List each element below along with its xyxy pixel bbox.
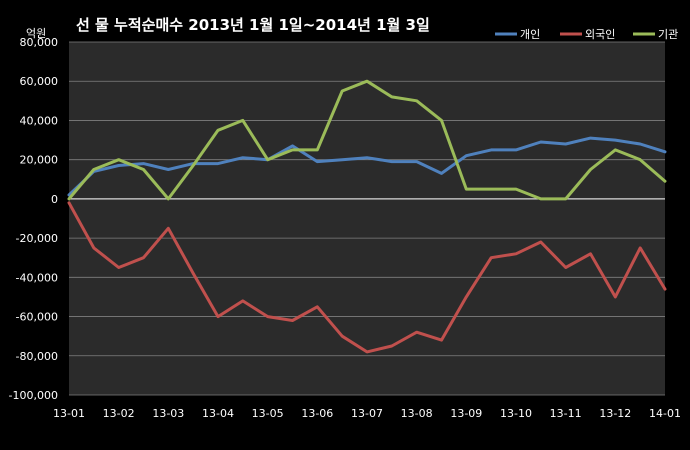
- y-tick-labels: -100,000 -80,000 -60,000 -40,000 -20,000 0 20,…: [9, 36, 58, 402]
- x-tick-labels: 13-01 13-02 13-03 13-04 13-05 13-06 13-07 13-08…: [53, 407, 681, 420]
- series-line-3: [67, 79, 667, 201]
- gridlines: [69, 41, 665, 396]
- x-tick-label: 13-07: [351, 407, 383, 420]
- x-tick-label: 13-04: [202, 407, 234, 420]
- x-tick-label: 13-11: [550, 407, 582, 420]
- x-tick-label: 13-03: [152, 407, 184, 420]
- x-tick-label: 13-08: [401, 407, 433, 420]
- y-tick-label: -100,000: [9, 389, 58, 402]
- legend-label: 기관: [658, 28, 678, 41]
- y-tick-label: 40,000: [20, 114, 59, 127]
- chart-title: 선 물 누적순매수 2013년 1월 1일~2014년 1월 3일: [76, 16, 430, 34]
- plot-area: [69, 42, 665, 395]
- y-tick-label: -40,000: [16, 271, 58, 284]
- legend-label: 외국인: [585, 28, 615, 41]
- x-tick-label: 13-06: [301, 407, 333, 420]
- x-tick-label: 13-01: [53, 407, 85, 420]
- x-tick-label: 13-12: [599, 407, 631, 420]
- series-line-2: [67, 201, 667, 354]
- series-lines: [67, 79, 667, 354]
- legend-label: 개인: [520, 28, 540, 41]
- y-tick-label: 0: [51, 193, 58, 206]
- x-tick-label: 13-09: [450, 407, 482, 420]
- legend: 개인 외국인 기관: [495, 28, 678, 41]
- y-tick-label: 60,000: [20, 75, 59, 88]
- y-tick-label: -20,000: [16, 232, 58, 245]
- y-tick-label: -80,000: [16, 350, 58, 363]
- x-tick-label: 14-01: [649, 407, 681, 420]
- y-axis-unit-label: 억원: [26, 27, 46, 40]
- y-tick-label: -60,000: [16, 311, 58, 324]
- x-tick-label: 13-02: [103, 407, 135, 420]
- series-line-1: [67, 136, 667, 197]
- x-tick-label: 13-05: [252, 407, 284, 420]
- x-tick-label: 13-10: [500, 407, 532, 420]
- y-tick-label: 80,000: [20, 36, 59, 49]
- y-tick-label: 20,000: [20, 154, 59, 167]
